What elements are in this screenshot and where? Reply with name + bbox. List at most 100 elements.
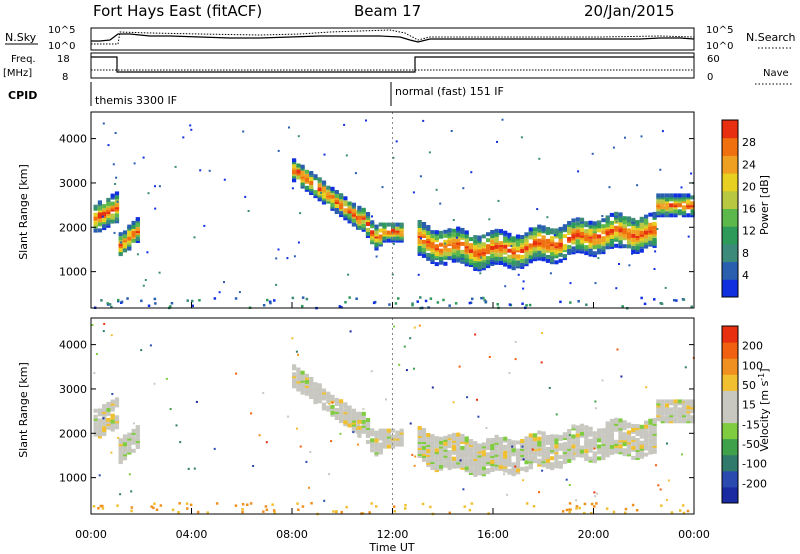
echo-cell-298: [382, 222, 387, 227]
echo-cell-994: [644, 238, 649, 243]
sparse-echo-31: [428, 151, 431, 154]
sparse-echo-89: [507, 236, 510, 239]
ground-scatter-64: [213, 297, 217, 300]
echo-cell-756: [558, 226, 563, 231]
echo-cell-701: [532, 459, 538, 464]
sparse-echo-113: [656, 228, 659, 230]
echo-cell-368: [426, 225, 431, 229]
y-tick-label-0: 1000: [59, 266, 87, 279]
sparse-echo-110: [114, 132, 117, 134]
echo-cell-89: [127, 230, 132, 235]
echo-cell-205: [339, 193, 344, 198]
ground-scatter-78: [266, 298, 269, 302]
echo-cell-765: [562, 224, 567, 229]
echo-cell-850: [584, 431, 589, 436]
echo-cell-102: [135, 443, 140, 447]
echo-cell-731: [554, 260, 559, 265]
colorbar-tick-4: -15: [742, 418, 760, 431]
echo-cell-161: [313, 392, 318, 397]
echo-cell-571: [490, 468, 495, 472]
echo-cell-1022: [644, 442, 649, 447]
ground-scatter-60: [348, 296, 351, 299]
echo-cell-274: [370, 220, 375, 225]
sparse-echo-27: [115, 176, 118, 179]
echo-cell-885: [597, 428, 602, 433]
echo-cell-255: [357, 411, 362, 416]
echo-cell-457: [460, 241, 465, 246]
echo-cell-353: [421, 222, 427, 226]
echo-cell-322: [399, 232, 404, 237]
ground-scatter-22: [361, 512, 365, 515]
echo-cell-401: [439, 234, 444, 239]
echo-cell-1047: [660, 193, 665, 198]
echo-cell-0: [93, 228, 98, 233]
sparse-echo-78: [277, 149, 280, 152]
sparse-echo-24: [628, 264, 631, 267]
sparse-echo-52: [354, 172, 357, 175]
sparse-echo-106: [521, 445, 524, 448]
sparse-echo-68: [291, 337, 294, 340]
x-tick-label-3: 12:00: [377, 528, 409, 541]
echo-cell-862: [588, 430, 593, 435]
echo-cell-593: [507, 264, 512, 269]
ground-scatter-85: [241, 508, 244, 511]
sparse-echo-37: [392, 156, 395, 159]
echo-cell-490: [464, 466, 469, 471]
ground-scatter-71: [108, 303, 112, 306]
echo-cell-325: [391, 428, 396, 433]
echo-cell-668: [532, 253, 538, 258]
ground-scatter-31: [241, 510, 244, 514]
echo-cell-407: [434, 436, 439, 441]
echo-cell-447: [451, 462, 456, 467]
nsky-max-tick: 10^5: [48, 25, 75, 36]
echo-cell-212: [343, 200, 348, 205]
echo-cell-416: [439, 448, 444, 453]
ground-scatter-88: [301, 505, 305, 508]
echo-cell-627: [507, 468, 512, 473]
ground-scatter-48: [106, 302, 109, 305]
sparse-echo-109: [517, 273, 520, 276]
echo-cell-340: [417, 220, 422, 224]
sparse-echo-82: [371, 215, 373, 218]
ground-scatter-81: [206, 511, 209, 514]
colorbar-swatch-9: [722, 342, 738, 359]
sparse-echo-38: [450, 130, 453, 132]
sparse-echo-58: [411, 453, 414, 456]
echo-cell-209: [339, 399, 344, 404]
echo-cell-467: [456, 446, 461, 451]
echo-cell-812: [579, 231, 585, 236]
echo-cell-742: [554, 228, 559, 233]
sparse-echo-86: [190, 128, 193, 131]
echo-cell-794: [575, 239, 580, 244]
echo-cell-788: [571, 218, 576, 223]
echo-cell-952: [631, 245, 636, 250]
sparse-echo-80: [593, 447, 596, 450]
echo-cell-54: [110, 399, 115, 404]
echo-cell-59: [114, 415, 120, 420]
sparse-echo-39: [189, 124, 192, 127]
echo-cell-367: [421, 428, 427, 432]
sparse-echo-107: [347, 273, 350, 276]
sparse-echo-104: [615, 287, 618, 290]
ground-scatter-50: [577, 300, 580, 303]
echo-cell-605: [511, 260, 516, 265]
ground-scatter-82: [297, 508, 300, 511]
ground-scatter-0: [575, 505, 579, 508]
echo-cell-916: [609, 448, 614, 453]
echo-cell-1055: [664, 193, 670, 198]
echo-cell-826: [584, 229, 589, 234]
ground-scatter-79: [583, 502, 587, 506]
ground-scatter-67: [272, 509, 276, 512]
echo-cell-467: [464, 254, 469, 259]
sparse-echo-57: [154, 185, 156, 188]
echo-cell-500: [473, 239, 478, 244]
ground-scatter-53: [375, 505, 378, 508]
ground-scatter-83: [338, 305, 342, 308]
echo-cell-997: [644, 230, 649, 235]
sparse-echo-53: [238, 291, 241, 294]
echo-cell-1014: [648, 222, 653, 227]
echo-cell-14: [97, 212, 102, 217]
echo-cell-548: [481, 466, 486, 471]
ground-scatter-68: [191, 299, 194, 303]
echo-cell-650: [524, 238, 529, 243]
